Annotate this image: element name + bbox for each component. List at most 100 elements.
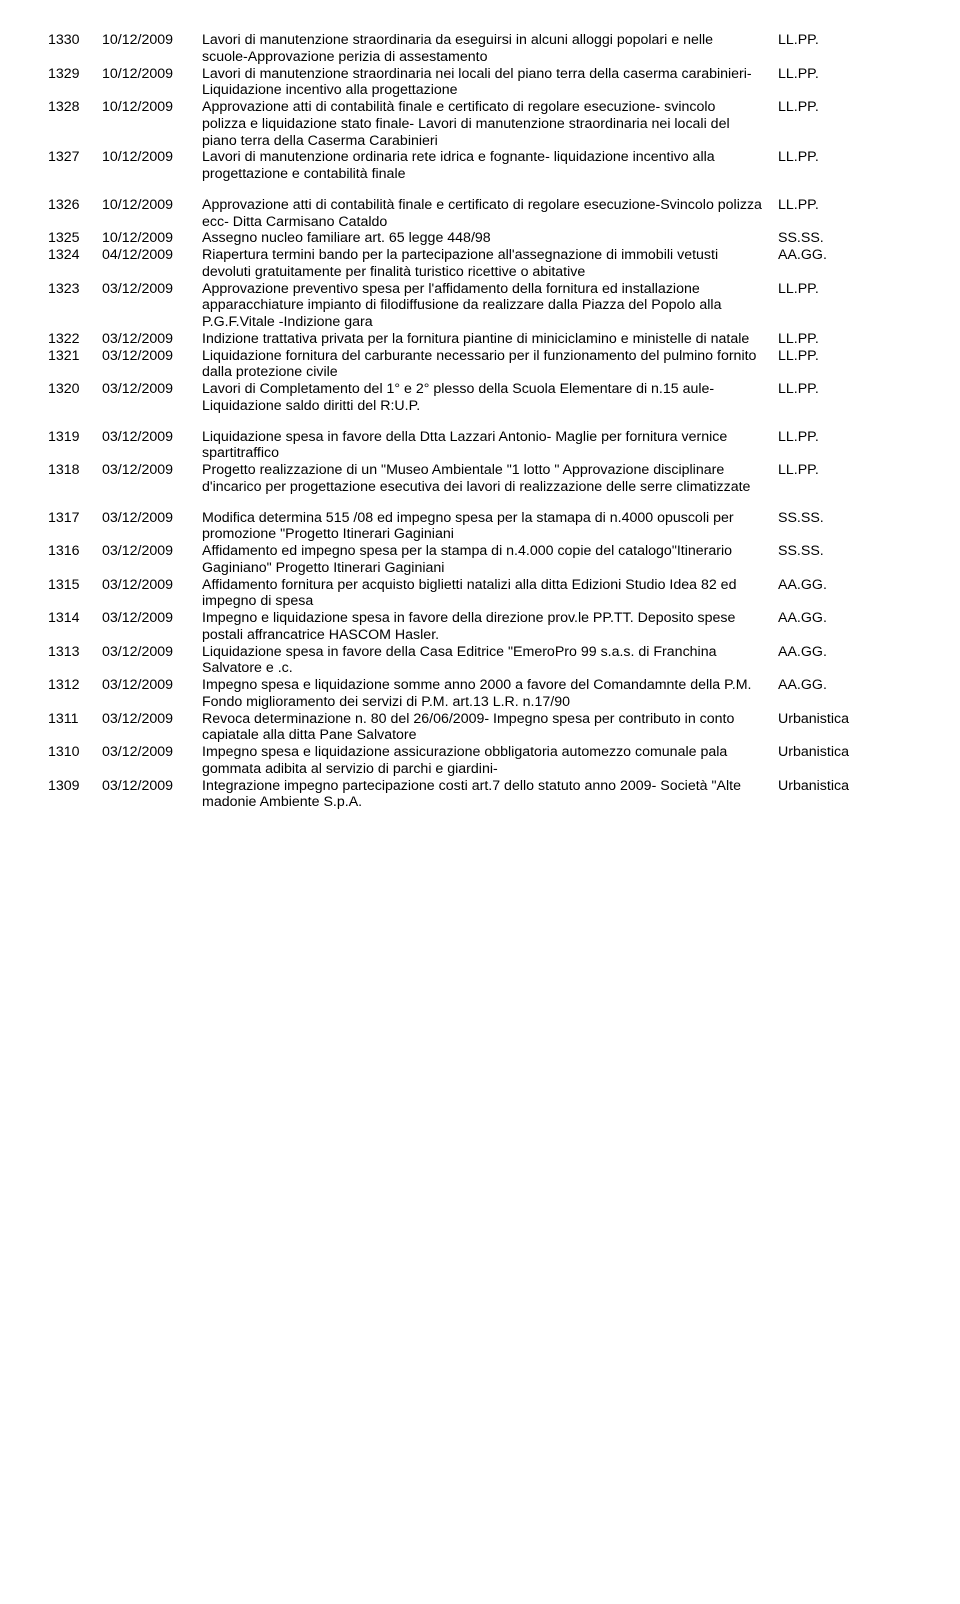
table-row: 131403/12/2009Impegno e liquidazione spe… xyxy=(48,610,912,644)
row-description: Lavori di Completamento del 1° e 2° ples… xyxy=(202,381,778,415)
row-id: 1322 xyxy=(48,331,102,348)
table-row: 131903/12/2009Liquidazione spesa in favo… xyxy=(48,429,912,463)
row-description: Approvazione preventivo spesa per l'affi… xyxy=(202,281,778,331)
row-id: 1320 xyxy=(48,381,102,398)
row-description: Lavori di manutenzione ordinaria rete id… xyxy=(202,149,778,183)
row-category: SS.SS. xyxy=(778,543,878,560)
row-description: Approvazione atti di contabilità finale … xyxy=(202,197,778,231)
row-category: AA.GG. xyxy=(778,677,878,694)
row-id: 1314 xyxy=(48,610,102,627)
row-category: LL.PP. xyxy=(778,331,878,348)
row-date: 10/12/2009 xyxy=(102,230,202,247)
row-category: LL.PP. xyxy=(778,99,878,116)
table-row: 132303/12/2009Approvazione preventivo sp… xyxy=(48,281,912,331)
row-id: 1319 xyxy=(48,429,102,446)
table-row: 131603/12/2009Affidamento ed impegno spe… xyxy=(48,543,912,577)
row-category: AA.GG. xyxy=(778,644,878,661)
row-date: 03/12/2009 xyxy=(102,281,202,298)
row-description: Impegno e liquidazione spesa in favore d… xyxy=(202,610,778,644)
row-description: Revoca determinazione n. 80 del 26/06/20… xyxy=(202,711,778,745)
row-date: 10/12/2009 xyxy=(102,66,202,83)
table-row: 132910/12/2009Lavori di manutenzione str… xyxy=(48,66,912,100)
row-description: Affidamento fornitura per acquisto bigli… xyxy=(202,577,778,611)
row-description: Impegno spesa e liquidazione assicurazio… xyxy=(202,744,778,778)
row-date: 10/12/2009 xyxy=(102,197,202,214)
row-category: LL.PP. xyxy=(778,32,878,49)
row-category: Urbanistica xyxy=(778,744,878,761)
row-date: 03/12/2009 xyxy=(102,677,202,694)
row-date: 10/12/2009 xyxy=(102,99,202,116)
row-category: Urbanistica xyxy=(778,711,878,728)
row-description: Liquidazione spesa in favore della Dtta … xyxy=(202,429,778,463)
row-description: Liquidazione spesa in favore della Casa … xyxy=(202,644,778,678)
row-description: Lavori di manutenzione straordinaria da … xyxy=(202,32,778,66)
row-id: 1309 xyxy=(48,778,102,795)
table-row: 132710/12/2009Lavori di manutenzione ord… xyxy=(48,149,912,183)
row-date: 03/12/2009 xyxy=(102,610,202,627)
row-id: 1324 xyxy=(48,247,102,264)
row-description: Integrazione impegno partecipazione cost… xyxy=(202,778,778,812)
row-id: 1327 xyxy=(48,149,102,166)
row-id: 1321 xyxy=(48,348,102,365)
row-date: 03/12/2009 xyxy=(102,429,202,446)
table-row: 132610/12/2009Approvazione atti di conta… xyxy=(48,197,912,231)
row-date: 03/12/2009 xyxy=(102,711,202,728)
row-description: Modifica determina 515 /08 ed impegno sp… xyxy=(202,510,778,544)
table-row: 131103/12/2009Revoca determinazione n. 8… xyxy=(48,711,912,745)
row-id: 1313 xyxy=(48,644,102,661)
row-description: Indizione trattativa privata per la forn… xyxy=(202,331,778,348)
group-gap xyxy=(48,496,912,510)
row-id: 1312 xyxy=(48,677,102,694)
row-id: 1330 xyxy=(48,32,102,49)
row-id: 1316 xyxy=(48,543,102,560)
table-row: 131303/12/2009Liquidazione spesa in favo… xyxy=(48,644,912,678)
row-id: 1311 xyxy=(48,711,102,728)
row-category: LL.PP. xyxy=(778,381,878,398)
table-row: 131203/12/2009Impegno spesa e liquidazio… xyxy=(48,677,912,711)
row-id: 1317 xyxy=(48,510,102,527)
row-category: LL.PP. xyxy=(778,462,878,479)
row-date: 03/12/2009 xyxy=(102,381,202,398)
row-category: LL.PP. xyxy=(778,197,878,214)
table-row: 132203/12/2009Indizione trattativa priva… xyxy=(48,331,912,348)
row-date: 03/12/2009 xyxy=(102,744,202,761)
row-category: LL.PP. xyxy=(778,149,878,166)
row-description: Liquidazione fornitura del carburante ne… xyxy=(202,348,778,382)
row-id: 1323 xyxy=(48,281,102,298)
row-id: 1325 xyxy=(48,230,102,247)
group-gap xyxy=(48,183,912,197)
row-category: SS.SS. xyxy=(778,230,878,247)
group-gap xyxy=(48,415,912,429)
row-description: Affidamento ed impegno spesa per la stam… xyxy=(202,543,778,577)
table-row: 132003/12/2009Lavori di Completamento de… xyxy=(48,381,912,415)
row-id: 1315 xyxy=(48,577,102,594)
table-row: 133010/12/2009Lavori di manutenzione str… xyxy=(48,32,912,66)
row-date: 03/12/2009 xyxy=(102,543,202,560)
row-category: LL.PP. xyxy=(778,281,878,298)
row-date: 10/12/2009 xyxy=(102,32,202,49)
row-description: Progetto realizzazione di un "Museo Ambi… xyxy=(202,462,778,496)
row-date: 03/12/2009 xyxy=(102,510,202,527)
row-description: Impegno spesa e liquidazione somme anno … xyxy=(202,677,778,711)
row-id: 1329 xyxy=(48,66,102,83)
row-category: AA.GG. xyxy=(778,610,878,627)
row-category: SS.SS. xyxy=(778,510,878,527)
table-row: 131503/12/2009Affidamento fornitura per … xyxy=(48,577,912,611)
row-id: 1326 xyxy=(48,197,102,214)
row-id: 1328 xyxy=(48,99,102,116)
table-row: 132404/12/2009Riapertura termini bando p… xyxy=(48,247,912,281)
row-date: 03/12/2009 xyxy=(102,348,202,365)
row-category: Urbanistica xyxy=(778,778,878,795)
row-date: 03/12/2009 xyxy=(102,644,202,661)
row-date: 03/12/2009 xyxy=(102,462,202,479)
row-description: Lavori di manutenzione straordinaria nei… xyxy=(202,66,778,100)
row-category: AA.GG. xyxy=(778,247,878,264)
row-id: 1310 xyxy=(48,744,102,761)
row-category: AA.GG. xyxy=(778,577,878,594)
table-row: 132810/12/2009Approvazione atti di conta… xyxy=(48,99,912,149)
row-date: 03/12/2009 xyxy=(102,331,202,348)
row-description: Assegno nucleo familiare art. 65 legge 4… xyxy=(202,230,778,247)
table-row: 131703/12/2009Modifica determina 515 /08… xyxy=(48,510,912,544)
row-category: LL.PP. xyxy=(778,348,878,365)
row-category: LL.PP. xyxy=(778,429,878,446)
